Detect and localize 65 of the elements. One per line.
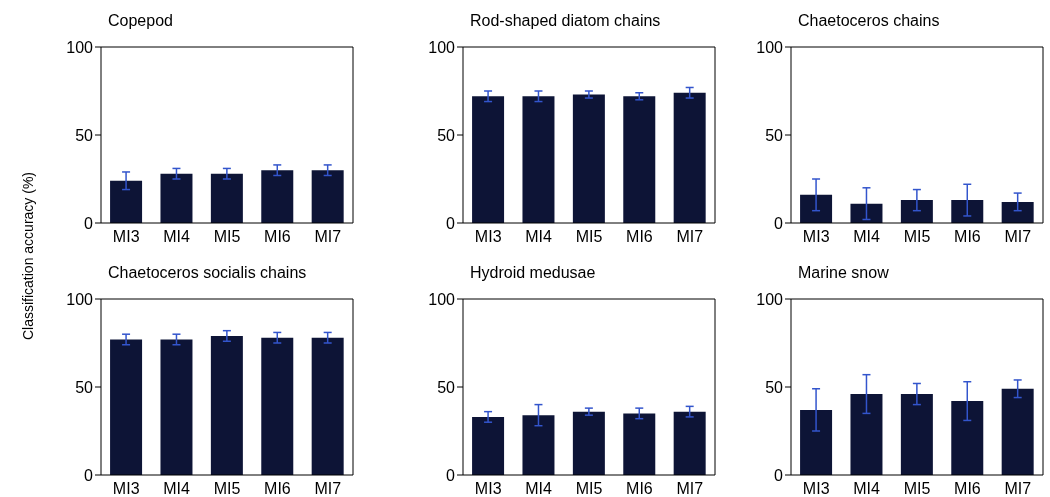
x-tick-label: MI3: [112, 228, 140, 246]
x-tick-label: MI3: [802, 228, 830, 246]
chart-title: Chaetoceros socialis chains: [108, 264, 308, 283]
x-tick-label: MI6: [626, 480, 653, 497]
bar: [951, 200, 984, 223]
x-tick-label: MI4: [163, 228, 191, 246]
x-tick-label: MI5: [213, 228, 241, 246]
y-tick-label: 0: [446, 214, 456, 232]
y-tick-label: 0: [84, 466, 94, 484]
bar: [850, 203, 883, 223]
x-tick-label: MI7: [1004, 480, 1032, 497]
x-tick-label: MI5: [213, 480, 241, 497]
bar: [1001, 388, 1034, 475]
bar: [900, 394, 933, 475]
x-tick-label: MI3: [474, 480, 502, 497]
bar: [900, 200, 933, 223]
x-tick-label: MI5: [903, 228, 931, 246]
y-tick-label: 50: [75, 126, 94, 144]
chart-title: Copepod: [108, 12, 174, 31]
x-tick-label: MI7: [314, 228, 342, 246]
x-tick-label: MI4: [525, 480, 553, 497]
x-tick-label: MI7: [676, 480, 704, 497]
x-tick-label: MI7: [314, 480, 342, 497]
y-tick-label: 100: [756, 38, 784, 56]
x-tick-label: MI7: [676, 228, 704, 246]
y-tick-label: 100: [428, 38, 456, 56]
y-tick-label: 50: [765, 378, 784, 396]
y-tick-label: 100: [66, 290, 94, 308]
x-tick-label: MI5: [903, 480, 931, 497]
x-tick-label: MI5: [575, 228, 603, 246]
bar: [850, 394, 883, 475]
y-axis-title: Classification accuracy (%): [20, 170, 36, 343]
x-tick-label: MI3: [112, 480, 140, 497]
x-tick-label: MI4: [853, 480, 881, 497]
y-tick-label: 0: [446, 466, 456, 484]
x-tick-label: MI6: [626, 228, 653, 246]
y-tick-label: 0: [774, 214, 784, 232]
bar: [951, 401, 984, 475]
x-tick-label: MI6: [954, 228, 981, 246]
y-tick-label: 50: [437, 378, 456, 396]
x-tick-label: MI6: [264, 480, 291, 497]
x-tick-label: MI5: [575, 480, 603, 497]
chart-title: Hydroid medusae: [470, 264, 597, 283]
bar: [1001, 201, 1034, 223]
bar: [800, 409, 833, 475]
chart-title: Rod-shaped diatom chains: [470, 12, 662, 31]
x-tick-label: MI4: [163, 480, 191, 497]
x-tick-label: MI3: [802, 480, 830, 497]
y-tick-label: 100: [756, 290, 784, 308]
x-tick-label: MI4: [853, 228, 881, 246]
x-tick-label: MI3: [474, 228, 502, 246]
x-tick-label: MI4: [525, 228, 553, 246]
bar: [800, 194, 833, 223]
y-tick-label: 100: [66, 38, 94, 56]
y-tick-label: 50: [437, 126, 456, 144]
y-tick-label: 50: [75, 378, 94, 396]
x-tick-label: MI6: [264, 228, 291, 246]
chart-title: Marine snow: [798, 264, 890, 283]
x-tick-label: MI7: [1004, 228, 1032, 246]
y-tick-label: 50: [765, 126, 784, 144]
chart-title: Chaetoceros chains: [798, 12, 941, 31]
y-tick-label: 100: [428, 290, 456, 308]
x-tick-label: MI6: [954, 480, 981, 497]
y-tick-label: 0: [774, 466, 784, 484]
y-tick-label: 0: [84, 214, 94, 232]
